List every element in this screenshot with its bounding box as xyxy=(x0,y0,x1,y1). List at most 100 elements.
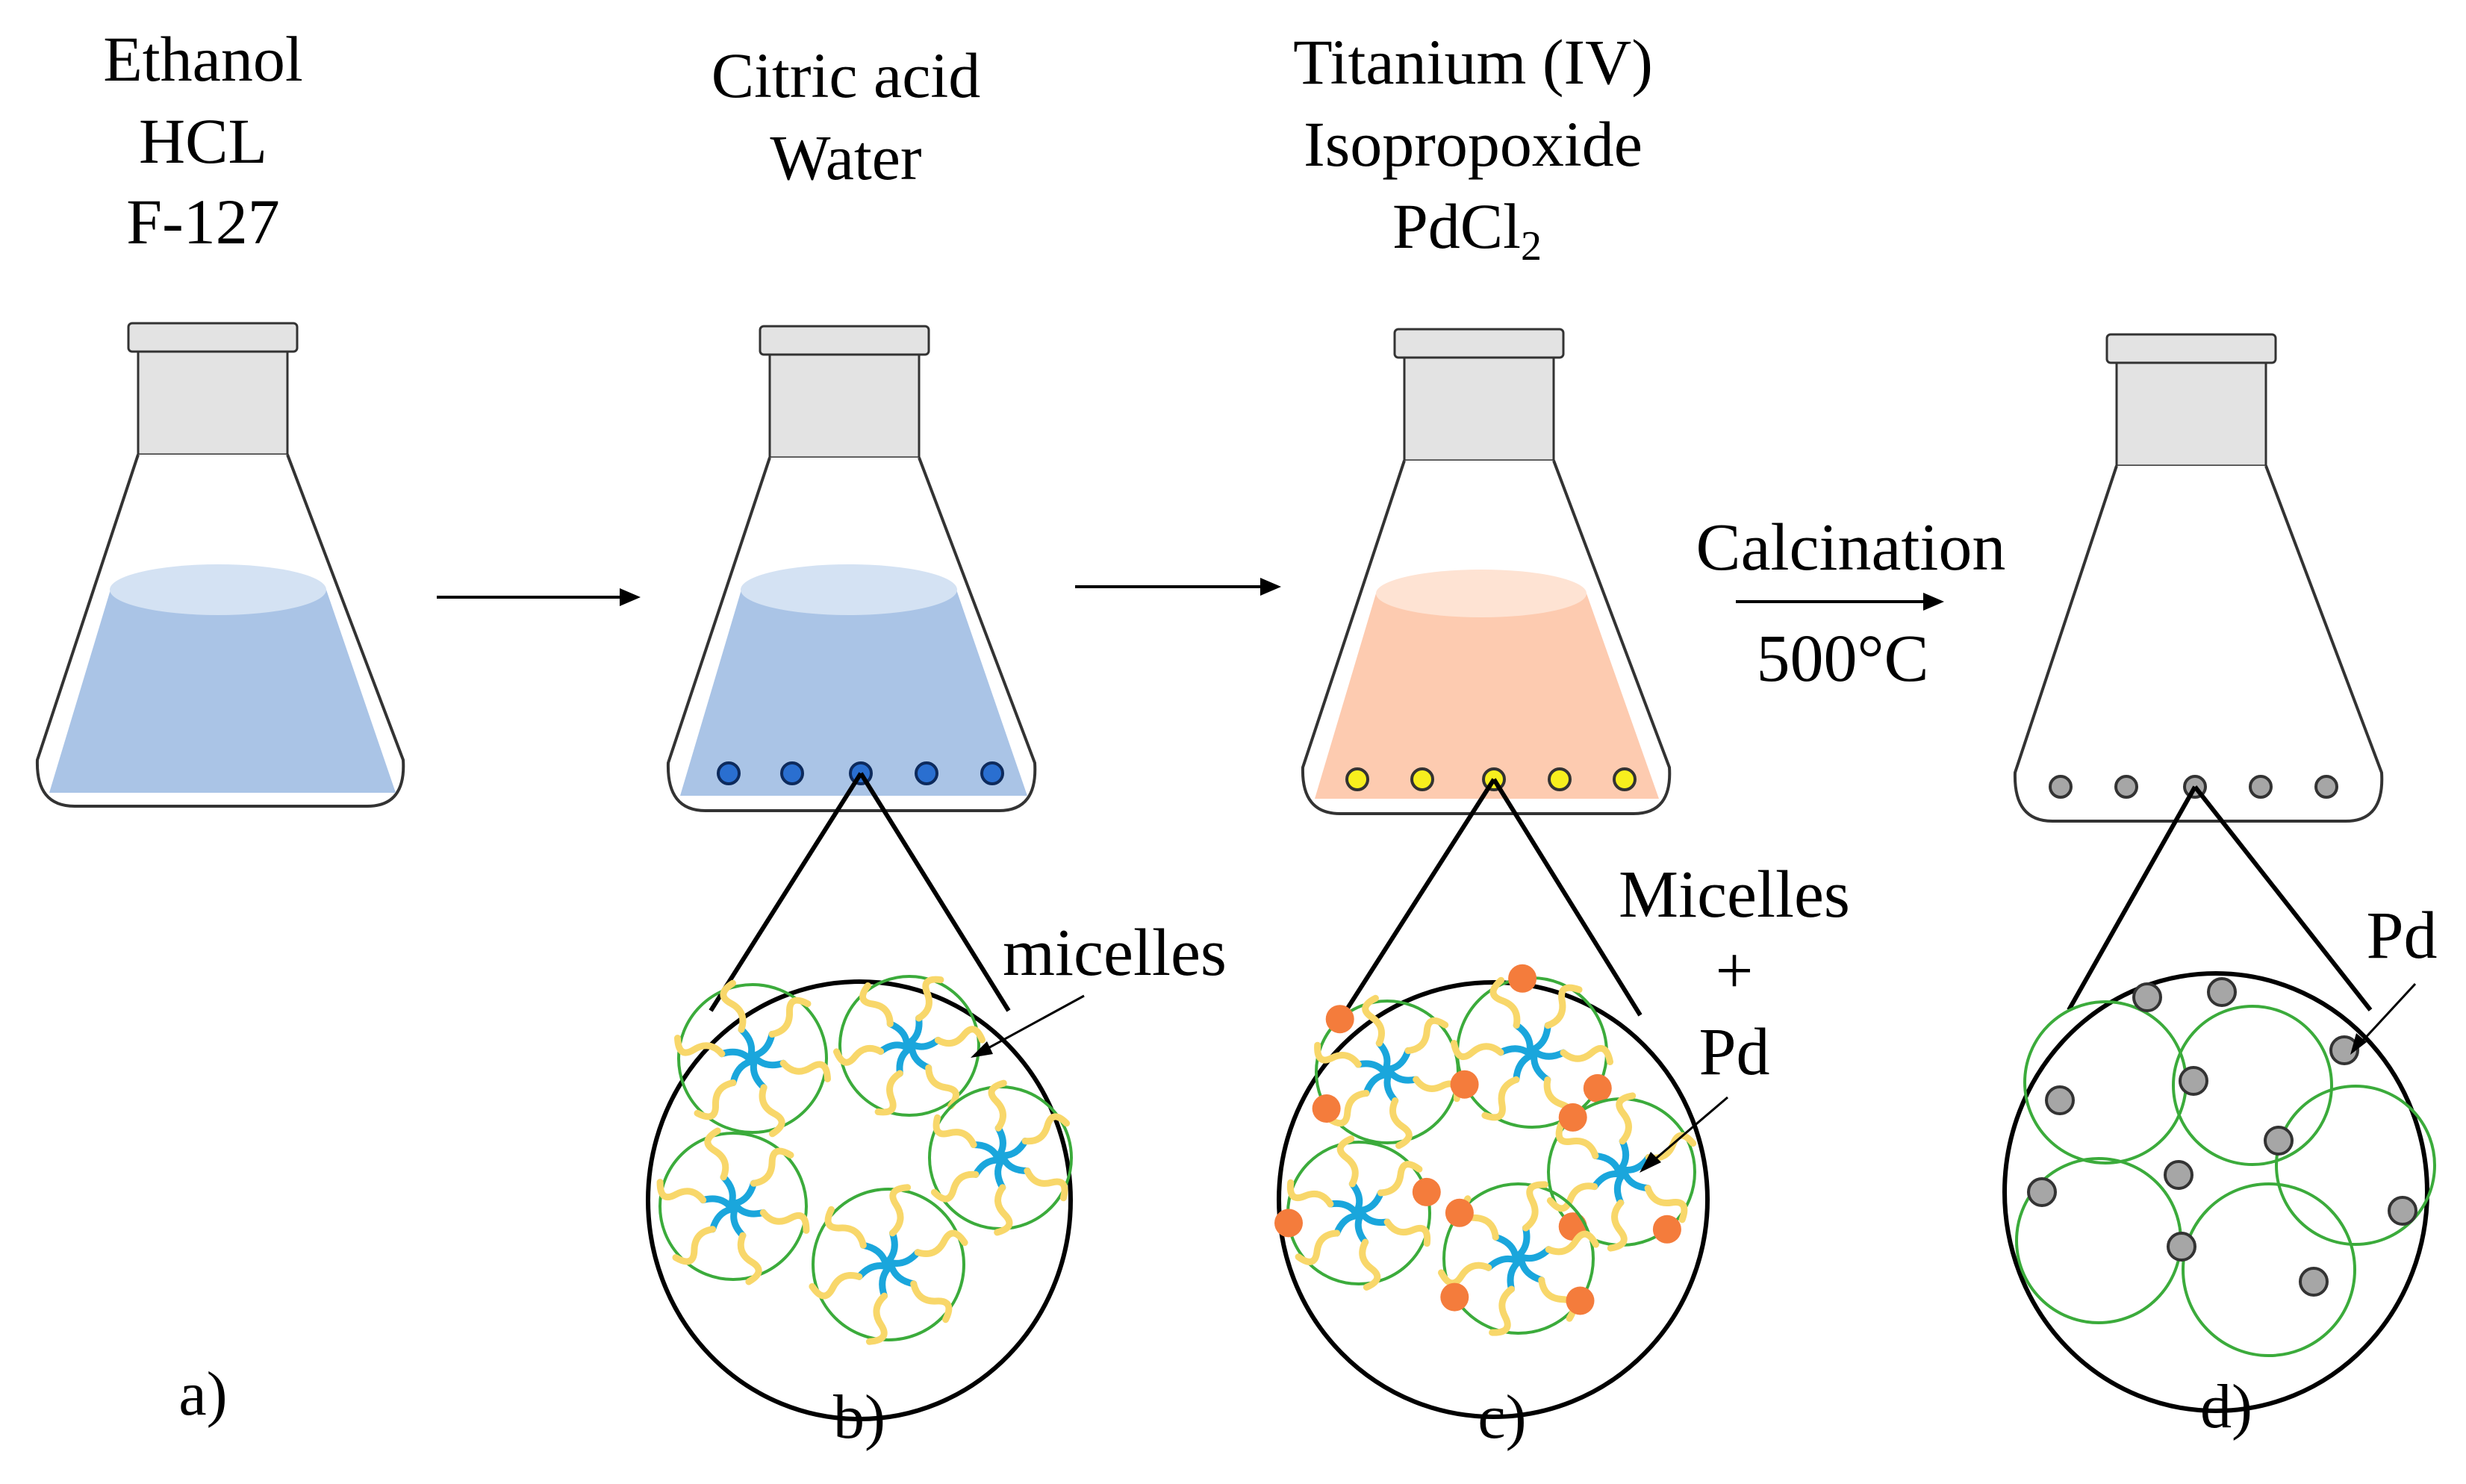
flask-b-stopper xyxy=(759,325,930,356)
particle xyxy=(717,761,741,785)
flask-b-liquid-surface xyxy=(741,564,957,615)
zoom-d xyxy=(2002,785,2436,1413)
zoom-c-line-left xyxy=(1341,778,1496,1017)
pd-particle xyxy=(1583,1073,1612,1103)
flask-d-stopper xyxy=(2105,333,2277,364)
pd-particle xyxy=(2388,1196,2417,1226)
pd-particle xyxy=(1450,1070,1479,1099)
zoom-c-line-right xyxy=(1492,778,1643,1017)
micelle xyxy=(656,1127,810,1285)
flask-b-neck xyxy=(768,353,921,459)
reagent-c-line-3: PdCl2 xyxy=(1392,190,1542,269)
pd-particle xyxy=(1325,1005,1354,1034)
flask-c-liquid xyxy=(1315,593,1659,799)
zoom-b xyxy=(646,772,1073,1421)
zoom-b-circle xyxy=(646,979,1073,1421)
particle xyxy=(1345,767,1369,791)
flask-c-particles xyxy=(1345,767,1637,791)
flask-b xyxy=(666,325,1037,812)
pdcl-text: PdCl xyxy=(1392,190,1521,262)
pd-particle xyxy=(1508,964,1537,993)
pd-particle xyxy=(2164,1160,2193,1190)
pd-label-d: Pd xyxy=(2366,899,2437,973)
pd-particle xyxy=(2264,1126,2294,1156)
reagent-a-line-3: F-127 xyxy=(126,186,279,258)
panel-label-c: c) xyxy=(1478,1382,1526,1452)
zoom-c-label-line-1: Micelles xyxy=(1619,858,1850,932)
pd-particle xyxy=(1440,1282,1469,1312)
zoom-c-label-line-2: + xyxy=(1716,934,1754,1008)
pd-particle xyxy=(1274,1209,1303,1238)
pd-particle xyxy=(1558,1103,1587,1132)
particle xyxy=(1410,767,1434,791)
pd-particle xyxy=(2179,1066,2208,1096)
micelle xyxy=(1274,1135,1441,1291)
zoom-c xyxy=(1274,778,1710,1419)
arrow-a-to-b xyxy=(437,588,641,606)
pore xyxy=(2182,1182,2356,1357)
pd-particle xyxy=(1652,1215,1681,1244)
reagent-c-line-1: Titanium (IV) xyxy=(1293,26,1653,98)
flask-a xyxy=(35,322,405,808)
micelles-pointer xyxy=(971,994,1085,1058)
flask-b-particles xyxy=(717,761,1004,785)
reagent-a-line-1: Ethanol xyxy=(103,23,303,95)
pore xyxy=(2172,1005,2333,1166)
micelle xyxy=(1450,964,1613,1129)
flask-a-neck xyxy=(137,350,289,456)
arrow-b-to-c xyxy=(1075,578,1281,596)
pore xyxy=(2275,1085,2436,1246)
flask-d xyxy=(2013,333,2384,823)
pd-particle xyxy=(1566,1286,1595,1315)
pd-particle xyxy=(2167,1232,2196,1262)
zoom-c-micelles xyxy=(1274,964,1697,1336)
flask-a-stopper xyxy=(127,322,299,353)
reagent-c-line-2: Isopropoxide xyxy=(1304,108,1643,180)
micelle xyxy=(1312,994,1460,1150)
flask-b-liquid xyxy=(680,590,1027,796)
arrow-c-to-d xyxy=(1736,593,1944,611)
zoom-d-line-right xyxy=(2193,785,2373,1011)
reagent-b-line-2: Water xyxy=(770,122,921,193)
zoom-b-micelles xyxy=(656,975,1073,1345)
pd-particle xyxy=(2329,1035,2359,1065)
pd-particle xyxy=(1412,1177,1441,1206)
zoom-d-circle xyxy=(2002,971,2429,1413)
panel-label-a: a) xyxy=(178,1359,227,1429)
flask-c-liquid-surface xyxy=(1376,570,1587,617)
zoom-d-line-left xyxy=(2067,785,2197,1011)
pd-pointer-c xyxy=(1640,1096,1728,1173)
particle xyxy=(915,761,938,785)
reagent-b-line-1: Citric acid xyxy=(712,40,981,111)
flask-c-stopper xyxy=(1393,328,1565,359)
zoom-b-line-right xyxy=(859,772,1011,1012)
particle xyxy=(1613,767,1637,791)
micelle xyxy=(833,975,986,1117)
panel-label-d: d) xyxy=(2200,1372,2252,1441)
pd-particle xyxy=(2299,1267,2329,1297)
pd-pointer-d xyxy=(2350,982,2417,1055)
flask-a-liquid-surface xyxy=(110,564,326,615)
pdcl-subscript: 2 xyxy=(1521,223,1542,269)
flask-d-body xyxy=(2013,465,2384,823)
calcination-label: Calcination xyxy=(1696,511,2006,584)
particle xyxy=(2249,775,2273,799)
micelle xyxy=(1438,1181,1599,1336)
micelle xyxy=(674,979,831,1138)
particle xyxy=(2049,775,2073,799)
zoom-d-pores xyxy=(2015,977,2436,1357)
temperature-label: 500°C xyxy=(1756,622,1928,696)
reagent-a-line-2: HCL xyxy=(139,105,267,177)
panel-label-b: b) xyxy=(833,1382,885,1452)
zoom-b-line-left xyxy=(709,772,863,1012)
particle xyxy=(780,761,804,785)
flask-a-liquid xyxy=(49,590,396,793)
pd-particle xyxy=(1445,1198,1474,1227)
micelle xyxy=(928,1079,1073,1236)
flask-c-neck xyxy=(1403,356,1555,462)
pd-particle xyxy=(2207,977,2237,1007)
micelles-label: micelles xyxy=(1003,916,1227,990)
particle xyxy=(1548,767,1572,791)
particle xyxy=(2314,775,2338,799)
